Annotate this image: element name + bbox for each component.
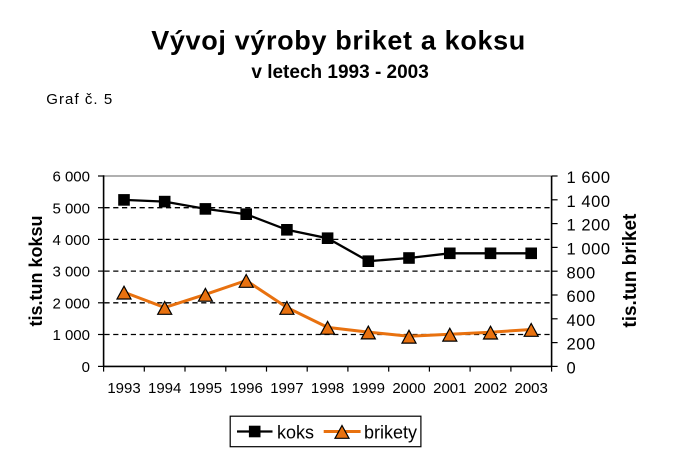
svg-text:1993: 1993: [107, 380, 140, 397]
svg-text:1999: 1999: [352, 380, 385, 397]
svg-text:1 200: 1 200: [567, 217, 611, 235]
svg-text:0: 0: [82, 359, 90, 376]
svg-text:brikety: brikety: [364, 423, 417, 443]
svg-text:1994: 1994: [148, 380, 181, 397]
svg-text:2 000: 2 000: [52, 295, 90, 312]
svg-text:tis.tun koksu: tis.tun koksu: [26, 215, 46, 326]
svg-text:600: 600: [567, 288, 596, 306]
svg-text:400: 400: [567, 312, 596, 330]
svg-text:5 000: 5 000: [52, 200, 90, 217]
svg-text:1995: 1995: [189, 380, 222, 397]
svg-text:2002: 2002: [474, 380, 507, 397]
svg-text:2003: 2003: [515, 380, 548, 397]
svg-text:Graf č. 5: Graf č. 5: [46, 91, 113, 108]
svg-text:2000: 2000: [392, 380, 425, 397]
svg-text:1996: 1996: [230, 380, 263, 397]
svg-text:200: 200: [567, 336, 596, 354]
svg-text:2001: 2001: [433, 380, 466, 397]
svg-text:v letech 1993 - 2003: v letech 1993 - 2003: [251, 62, 428, 83]
svg-text:koks: koks: [277, 423, 314, 443]
svg-text:3 000: 3 000: [52, 264, 90, 281]
svg-text:1 400: 1 400: [567, 193, 611, 211]
svg-text:800: 800: [567, 264, 596, 282]
svg-text:1997: 1997: [270, 380, 303, 397]
svg-text:1998: 1998: [311, 380, 344, 397]
svg-text:1 600: 1 600: [567, 169, 611, 187]
svg-text:4 000: 4 000: [52, 232, 90, 249]
svg-text:Vývoj výroby briket a koksu: Vývoj výroby briket a koksu: [151, 25, 526, 55]
svg-text:1 000: 1 000: [52, 327, 90, 344]
svg-text:6 000: 6 000: [52, 169, 90, 186]
svg-text:0: 0: [567, 360, 577, 378]
svg-text:tis.tun briket: tis.tun briket: [620, 213, 641, 328]
svg-text:1 000: 1 000: [567, 241, 611, 259]
